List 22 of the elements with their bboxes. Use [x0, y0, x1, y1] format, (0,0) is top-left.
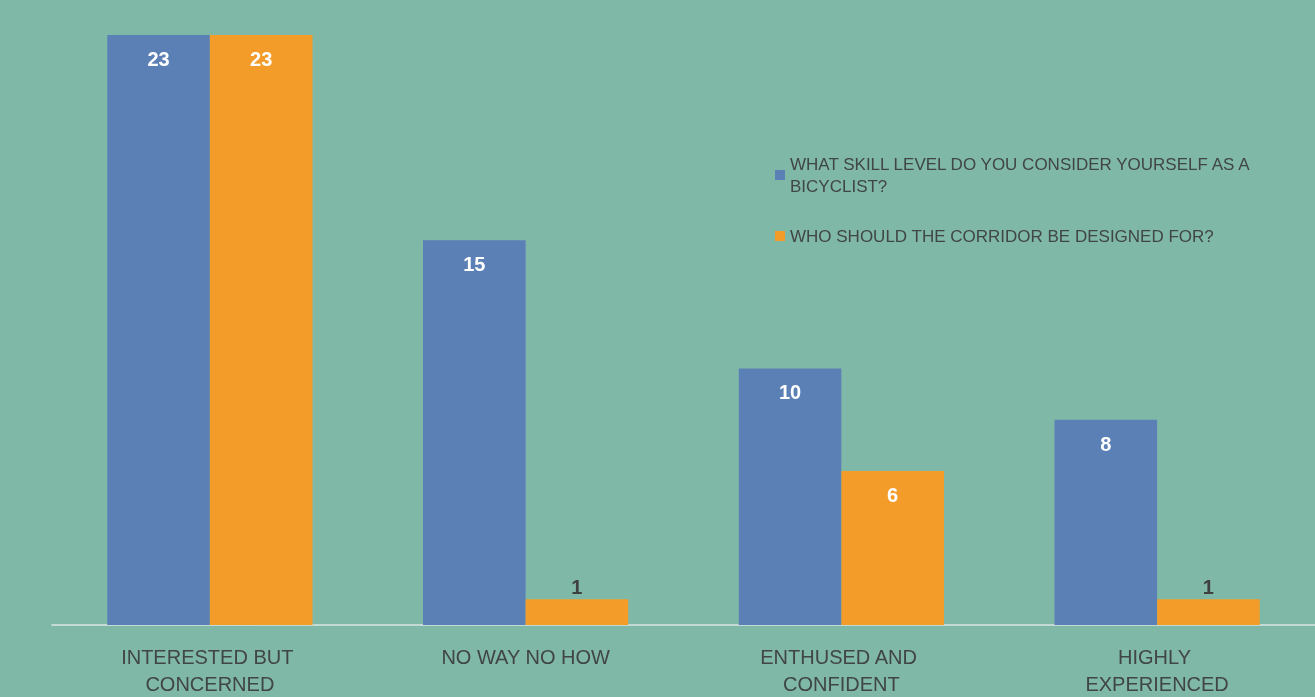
- data-label: 6: [887, 484, 899, 507]
- bar: [841, 471, 944, 625]
- data-label: 1: [571, 576, 583, 599]
- data-label: 23: [147, 48, 170, 70]
- data-label: 23: [250, 48, 273, 70]
- bar: [525, 599, 629, 625]
- bar: [107, 35, 210, 625]
- x-tick-label: NO WAY NO HOW: [441, 645, 611, 668]
- bar: [1157, 599, 1260, 625]
- data-label: 15: [463, 253, 486, 276]
- bar: [209, 35, 313, 625]
- bar: [1054, 419, 1158, 625]
- x-tick-label: INTERESTED BUT CONCERNED: [121, 645, 299, 695]
- data-label: 1: [1202, 576, 1214, 599]
- x-tick-label: HIGHLY EXPERIENCED: [1085, 645, 1229, 695]
- data-label: 10: [778, 381, 802, 404]
- data-label: 8: [1100, 432, 1112, 455]
- legend-label: WHO SHOULD THE CORRIDOR BE DESIGNED FOR?: [790, 226, 1214, 246]
- legend-label: WHAT SKILL LEVEL DO YOU CONSIDER YOURSELF AS A BICYCLIST?: [790, 154, 1254, 196]
- x-tick-label: ENTHUSED AND CONFIDENT: [760, 645, 923, 695]
- bar: [423, 240, 526, 625]
- bar: [738, 368, 842, 625]
